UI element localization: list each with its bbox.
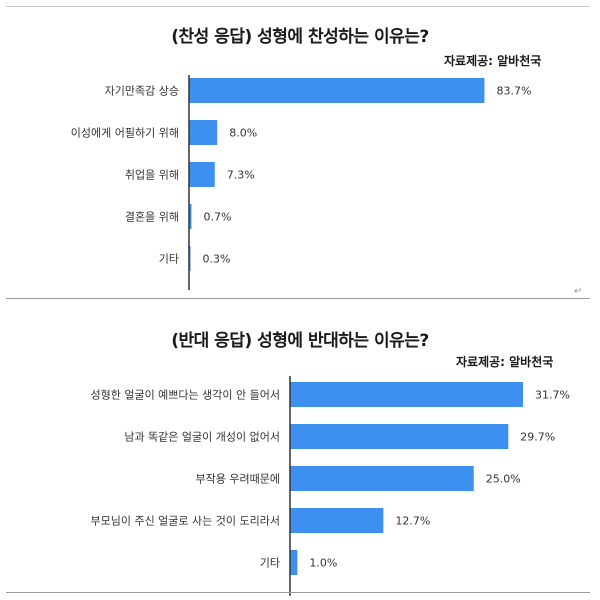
chart-title: (찬성 응답) 성형에 찬성하는 이유는? [171, 27, 429, 47]
chart-source: 자료제공: 알바천국 [444, 54, 542, 68]
category-label: 결혼을 위해 [125, 210, 179, 224]
bar [189, 120, 218, 145]
category-label: 남과 똑같은 얼굴이 개성이 없어서 [124, 430, 280, 444]
chart-panel-support: (찬성 응답) 성형에 찬성하는 이유는? 자료제공: 알바천국 자기만족감 상… [71, 27, 542, 290]
bar-chart: 자기만족감 상승 83.7% 이성에게 어필하기 위해 8.0% 취업을 위해 7.3% 결… [71, 75, 531, 290]
value-label: 8.0% [229, 127, 257, 140]
value-label: 25.0% [486, 473, 521, 486]
bottom-divider [6, 592, 590, 593]
bar [290, 382, 523, 407]
category-label: 자기만족감 상승 [105, 85, 179, 98]
bar [189, 78, 485, 103]
bar [189, 204, 192, 229]
bar [290, 466, 474, 491]
bar [290, 550, 298, 575]
value-label: 12.7% [395, 515, 430, 528]
category-label: 기타 [260, 557, 280, 570]
return-mark: ↵ [574, 286, 583, 297]
category-label: 취업을 위해 [125, 168, 179, 182]
category-label: 성형한 얼굴이 예쁘다는 생각이 안 들어서 [90, 388, 280, 402]
bar-chart: 성형한 얼굴이 예쁘다는 생각이 안 들어서 31.7% 남과 똑같은 얼굴이 개성… [90, 376, 570, 596]
value-label: 83.7% [496, 85, 531, 98]
panel-divider [6, 298, 590, 299]
value-label: 0.3% [203, 253, 231, 266]
chart-source: 자료제공: 알바천국 [456, 355, 554, 369]
chart-panel-oppose: (반대 응답) 성형에 반대하는 이유는? 자료제공: 알바천국 성형한 얼굴이… [0, 306, 600, 600]
category-label: 부모님이 주신 얼굴로 사는 것이 도리라서 [90, 514, 280, 528]
category-label: 부작용 우려때문에 [196, 473, 280, 486]
top-border-line [6, 6, 590, 7]
value-label: 29.7% [520, 431, 555, 444]
category-label: 기타 [159, 253, 179, 266]
value-label: 7.3% [227, 169, 255, 182]
value-label: 31.7% [535, 389, 570, 402]
bar [290, 424, 509, 449]
value-label: 0.7% [203, 211, 231, 224]
bar [189, 162, 215, 187]
value-label: 1.0% [309, 557, 337, 570]
category-label: 이성에게 어필하기 위해 [71, 126, 179, 140]
bar [290, 508, 384, 533]
chart-title: (반대 응답) 성형에 반대하는 이유는? [171, 331, 429, 351]
